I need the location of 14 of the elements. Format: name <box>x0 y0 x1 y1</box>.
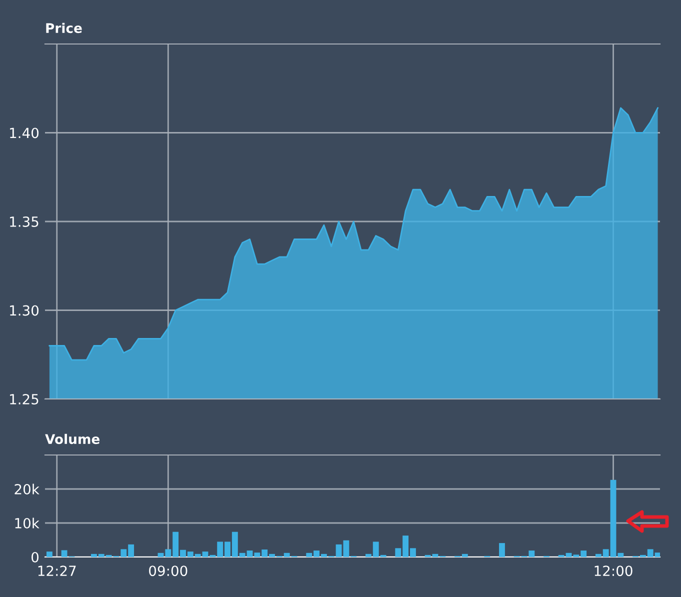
x-tick-label: 12:00 <box>594 566 632 576</box>
y-tick-label: 1.25 <box>10 394 38 404</box>
y-tick-label: 10k <box>15 518 40 528</box>
y-tick-label: 0 <box>32 552 39 562</box>
x-tick-label: 12:27 <box>38 566 76 576</box>
y-tick-label: 1.35 <box>10 216 38 227</box>
y-tick-label: 20k <box>14 484 40 494</box>
bar <box>46 552 52 557</box>
x-tick-label: 09:00 <box>149 566 188 576</box>
y-tick-label: 1.30 <box>10 305 39 316</box>
bar <box>499 543 505 557</box>
y-tick-label: 1.40 <box>10 128 39 138</box>
chart-title: Volume <box>45 434 100 444</box>
chart-title: Price <box>46 22 82 34</box>
